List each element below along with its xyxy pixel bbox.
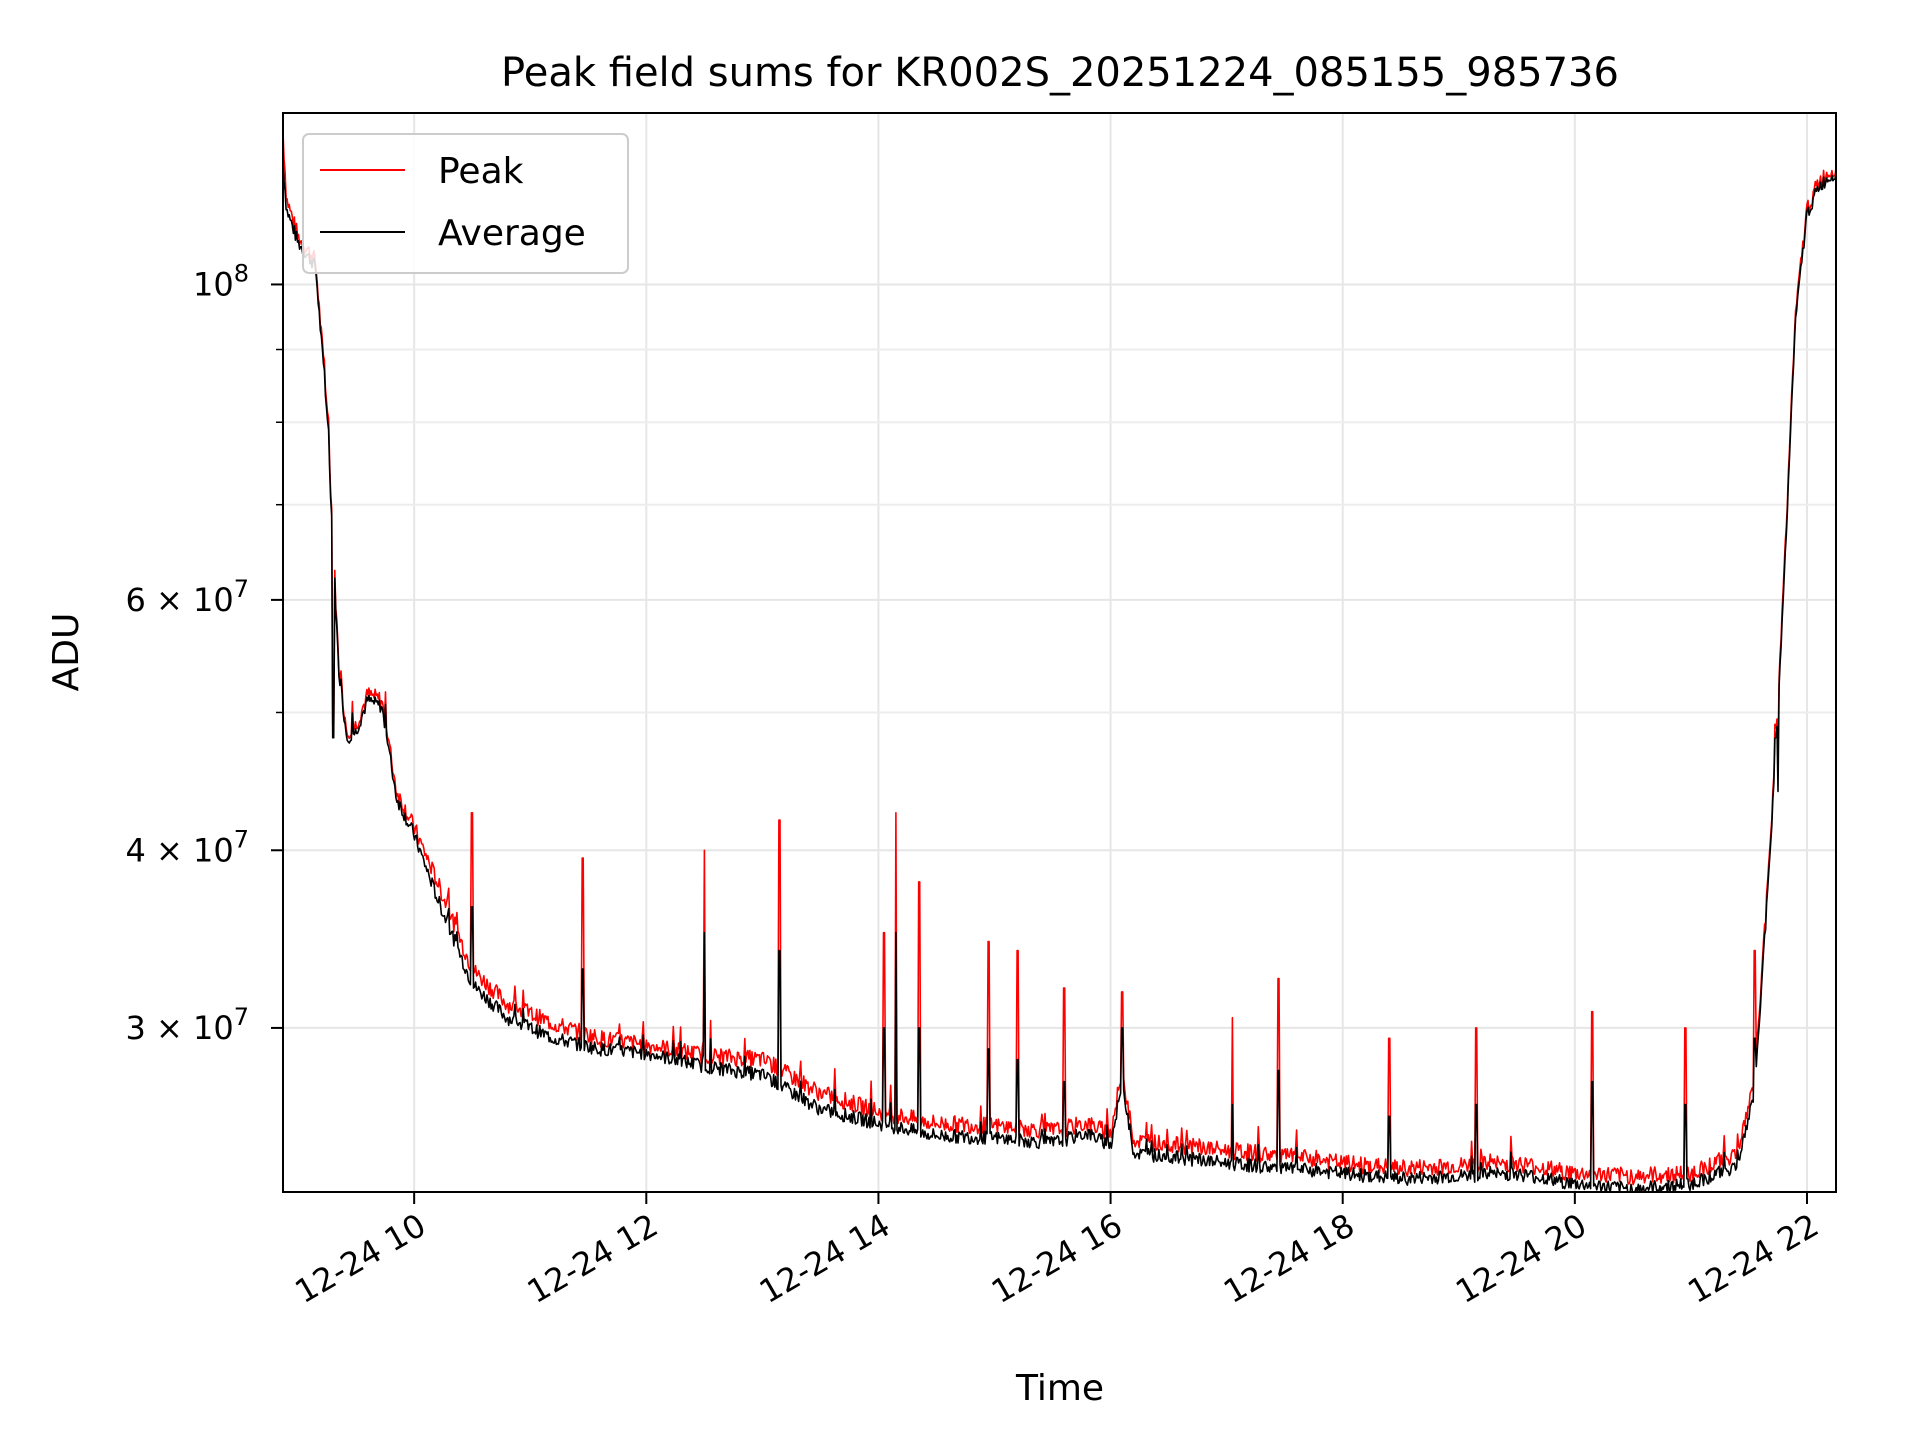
series-line-peak xyxy=(283,132,1836,1186)
y-tick-label-exponent: 7 xyxy=(234,575,249,603)
y-tick-label: 4 × 107 xyxy=(125,825,249,869)
chart-title: Peak field sums for KR002S_20251224_0851… xyxy=(501,50,1619,96)
x-axis-label: Time xyxy=(1015,1368,1104,1409)
legend-label-average: Average xyxy=(438,213,586,254)
grid xyxy=(283,113,1836,1192)
y-tick-label-exponent: 7 xyxy=(234,825,249,853)
legend-box xyxy=(302,133,629,274)
y-tick-label-exponent: 7 xyxy=(234,1003,249,1031)
series-layer xyxy=(283,132,1836,1192)
y-tick-label: 6 × 107 xyxy=(125,575,249,619)
legend-label-peak: Peak xyxy=(438,151,524,192)
series-line-average xyxy=(283,161,1836,1192)
plot-frame xyxy=(282,112,1837,1193)
y-tick-label-exponent: 8 xyxy=(234,259,249,287)
y-axis-label: ADU xyxy=(46,613,87,692)
legend: Peak Average xyxy=(302,133,629,274)
y-tick-label: 3 × 107 xyxy=(125,1003,249,1047)
